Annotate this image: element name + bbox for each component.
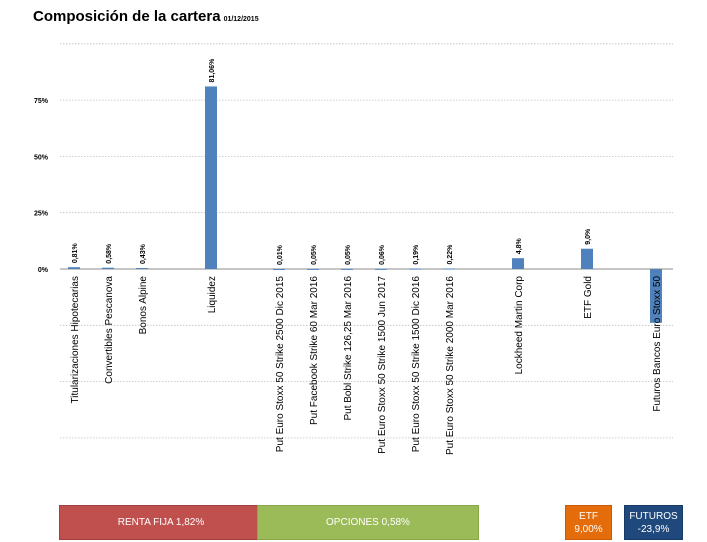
data-label: 0,01% [277,244,284,265]
bar [136,268,148,270]
bar [273,268,285,270]
data-label: 0,05% [311,244,318,265]
group-box-futuros: FUTUROS -23,9% [624,505,683,540]
bar [375,268,387,270]
bar [443,268,455,270]
y-tick-label: 75% [34,98,49,105]
category-label: Futuros Bancos Euro Stoxx 50 [652,276,663,412]
group-label-etf: ETF [579,510,598,522]
bar [68,267,80,269]
category-label: Convertibles Pescanova [104,276,115,384]
title-text: Composición de la cartera [33,8,221,25]
group-value-futuros: -23,9% [637,523,670,535]
data-label: 0,22% [447,244,454,265]
data-label: 4,8% [516,237,523,254]
group-box-renta-fija: RENTA FIJA 1,82% [59,505,263,540]
data-label: 0,19% [413,244,420,265]
chart-title: Composición de la cartera 01/12/2015 [33,8,259,25]
data-label: 0,06% [379,244,386,265]
y-tick-label: 25% [34,211,49,218]
bar [650,269,662,323]
bar [307,268,319,270]
data-label: 0,05% [345,244,352,265]
category-label: Put Euro Stoxx 50 Strike 2500 Dic 2015 [275,276,286,453]
bar [102,267,114,269]
data-label: 81,06% [209,58,216,83]
bar [512,258,524,269]
bar [581,248,593,269]
category-label: Lockheed Martin Corp [514,276,525,375]
category-label: Put Euro Stoxx 50 Strike 1500 Dic 2016 [411,276,422,453]
group-label-opciones: OPCIONES 0,58% [326,517,410,528]
category-label: Titularizaciones Hipotecarias [70,276,81,403]
group-label-futuros: FUTUROS [629,510,678,522]
data-label: 9,0% [585,228,592,245]
category-label: Put Bobl Strike 126,25 Mar 2016 [343,276,354,421]
group-box-etf: ETF 9,00% [565,505,612,540]
portfolio-bar-chart: 0% 25% 50% 75% 0,81% Titularizaciones Hipotec… [34,43,673,455]
bar [205,86,217,269]
bar [341,268,353,270]
title-date: 01/12/2015 [223,16,259,23]
category-label: Put Euro Stoxx 50 Strike 2000 Mar 2016 [445,276,456,455]
data-label: 0,43% [140,243,147,264]
group-box-opciones: OPCIONES 0,58% [257,505,479,540]
y-tick-label: 50% [34,154,49,161]
category-label: Bonos Alpine [138,276,149,335]
data-label: 0,81% [72,243,79,264]
data-label: 0,58% [106,243,113,264]
bar [409,268,421,270]
category-label: Put Euro Stoxx 50 Strike 1500 Jun 2017 [377,276,388,454]
category-label: ETF Gold [583,276,594,319]
category-label: Liquidez [207,276,218,313]
group-label-renta-fija: RENTA FIJA 1,82% [117,517,205,528]
category-label: Put Facebook Strike 60 Mar 2016 [309,276,320,425]
y-tick-label: 0% [38,267,49,274]
group-value-etf: 9,00% [574,523,603,535]
